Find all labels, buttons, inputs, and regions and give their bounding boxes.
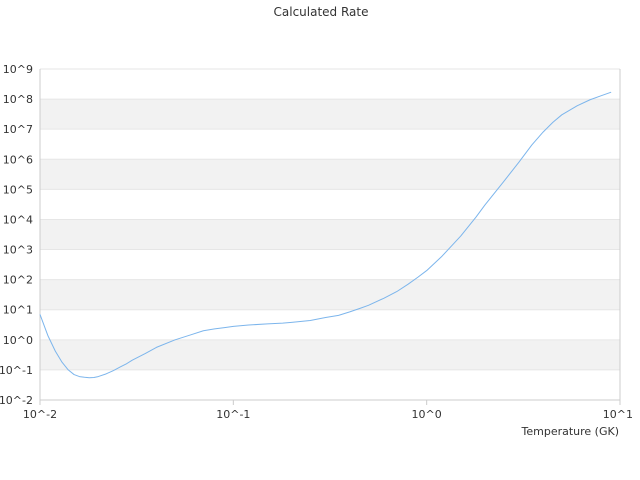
y-tick-label: 10^-2 [0, 394, 33, 407]
plot-band [40, 339, 620, 370]
x-tick-label: 10^-1 [216, 408, 250, 421]
series-line [39, 91, 612, 379]
y-tick-label: 10^3 [3, 244, 33, 257]
x-tick-label: 10^1 [603, 408, 633, 421]
plot-band [40, 279, 620, 310]
y-tick-label: 10^6 [3, 153, 33, 166]
y-tick-label: 10^9 [3, 63, 33, 76]
y-tick-label: 10^0 [3, 334, 33, 347]
y-tick-label: 10^5 [3, 183, 33, 196]
y-tick-label: 10^2 [3, 274, 33, 287]
plot-bands [40, 99, 620, 370]
y-tick-label: 10^-1 [0, 364, 33, 377]
plot-band [40, 99, 620, 130]
x-axis-label: Temperature (GK) [521, 425, 620, 438]
axes [39, 69, 621, 405]
y-axis-tick-labels: 10^-2 10^-1 10^0 10^1 10^2 10^3 10^4 10^5 10^6 10… [0, 63, 33, 407]
series-group [39, 91, 612, 379]
y-tick-label: 10^4 [3, 213, 33, 226]
x-tick-label: 10^-2 [23, 408, 57, 421]
chart-title: Calculated Rate [274, 5, 369, 19]
y-tick-label: 10^1 [3, 304, 33, 317]
y-tick-label: 10^8 [3, 93, 33, 106]
gridlines [40, 68, 620, 401]
y-tick-label: 10^7 [3, 123, 33, 136]
x-tick-label: 10^0 [412, 408, 442, 421]
plot-band [40, 159, 620, 190]
x-axis-tick-labels: 10^-2 10^-1 10^0 10^1 [23, 408, 633, 421]
plot-band [40, 219, 620, 250]
